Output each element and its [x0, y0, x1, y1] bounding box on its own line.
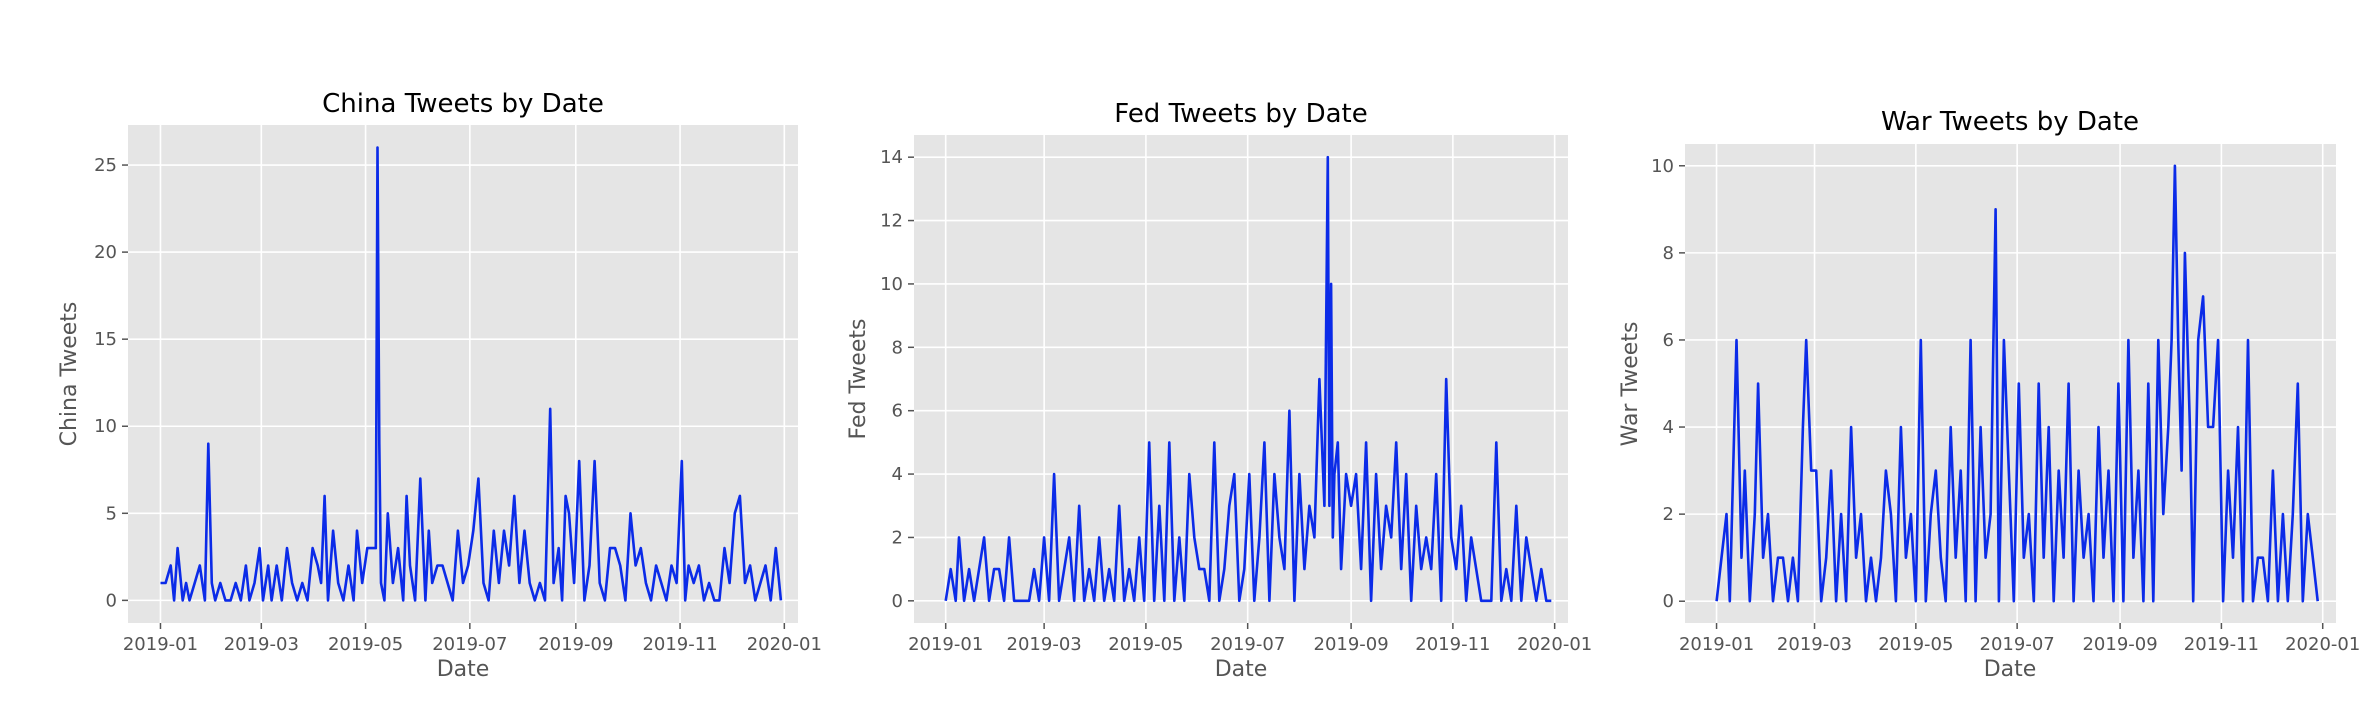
x-tick-label-war-2: 2019-05: [1878, 634, 1953, 655]
y-tick-label-fed-6: 12: [880, 211, 903, 232]
chart-fed: 2019-01 2019-03 2019-05 2019-07 2019-09 2019-…: [846, 99, 1592, 682]
x-tick-label-fed-4: 2019-09: [1314, 634, 1389, 655]
x-tick-label-fed-1: 2019-03: [1007, 634, 1082, 655]
x-tick-label-china-3: 2019-07: [432, 634, 507, 655]
x-axis-label-china: Date: [437, 657, 490, 682]
y-tick-label-war-2: 4: [1663, 417, 1674, 438]
series-line-war: [1715, 164, 2319, 603]
y-axis-label-china: China Tweets: [57, 302, 82, 447]
y-tick-label-fed-0: 0: [892, 591, 903, 612]
chart-title-fed: Fed Tweets by Date: [1114, 99, 1367, 129]
x-axis-label-war: Date: [1984, 657, 2037, 682]
x-tick-label-war-0: 2019-01: [1679, 634, 1754, 655]
y-tick-label-china-1: 5: [106, 503, 117, 524]
x-tick-label-war-4: 2019-09: [2082, 634, 2157, 655]
y-tick-label-war-1: 2: [1663, 504, 1674, 525]
x-tick-label-war-1: 2019-03: [1777, 634, 1852, 655]
plot-area-war: [1685, 144, 2336, 623]
x-tick-label-fed-5: 2019-11: [1415, 634, 1490, 655]
y-axis-label-war: War Tweets: [1618, 322, 1643, 447]
y-tick-label-china-3: 15: [94, 329, 117, 350]
x-tick-label-china-5: 2019-11: [642, 634, 717, 655]
chart-title-china: China Tweets by Date: [322, 89, 604, 119]
x-tick-label-china-6: 2020-01: [747, 634, 822, 655]
x-tick-label-china-0: 2019-01: [123, 634, 198, 655]
y-tick-label-war-3: 6: [1663, 330, 1674, 351]
y-tick-label-war-0: 0: [1663, 591, 1674, 612]
y-tick-label-fed-7: 14: [880, 147, 903, 168]
plot-area-china: [128, 125, 798, 623]
y-tick-label-war-5: 10: [1651, 156, 1674, 177]
x-axis-label-fed: Date: [1215, 657, 1268, 682]
x-tick-label-china-4: 2019-09: [538, 634, 613, 655]
y-tick-label-fed-5: 10: [880, 274, 903, 295]
y-axis-label-fed: Fed Tweets: [846, 319, 871, 440]
y-tick-label-fed-3: 6: [892, 401, 903, 422]
chart-china: 2019-01 2019-03 2019-05 2019-07 2019-09 2019-…: [57, 89, 822, 682]
y-tick-label-fed-4: 8: [892, 337, 903, 358]
y-tick-label-china-5: 25: [94, 155, 117, 176]
y-tick-label-fed-1: 2: [892, 527, 903, 548]
x-tick-label-war-3: 2019-07: [1980, 634, 2055, 655]
y-tick-label-fed-2: 4: [892, 464, 903, 485]
x-tick-label-war-5: 2019-11: [2184, 634, 2259, 655]
x-tick-label-fed-3: 2019-07: [1210, 634, 1285, 655]
x-tick-label-fed-6: 2020-01: [1517, 634, 1592, 655]
x-tick-label-war-6: 2020-01: [2285, 634, 2360, 655]
chart-title-war: War Tweets by Date: [1881, 107, 2139, 137]
series-line-china: [160, 146, 783, 602]
y-tick-label-war-4: 8: [1663, 243, 1674, 264]
x-tick-label-china-1: 2019-03: [224, 634, 299, 655]
series-line-fed: [944, 155, 1552, 603]
y-tick-label-china-2: 10: [94, 416, 117, 437]
y-tick-label-china-0: 0: [106, 590, 117, 611]
chart-war: 2019-01 2019-03 2019-05 2019-07 2019-09 2019-…: [1618, 107, 2360, 682]
x-tick-label-china-2: 2019-05: [328, 634, 403, 655]
y-tick-label-china-4: 20: [94, 242, 117, 263]
x-tick-label-fed-2: 2019-05: [1108, 634, 1183, 655]
x-tick-label-fed-0: 2019-01: [908, 634, 983, 655]
